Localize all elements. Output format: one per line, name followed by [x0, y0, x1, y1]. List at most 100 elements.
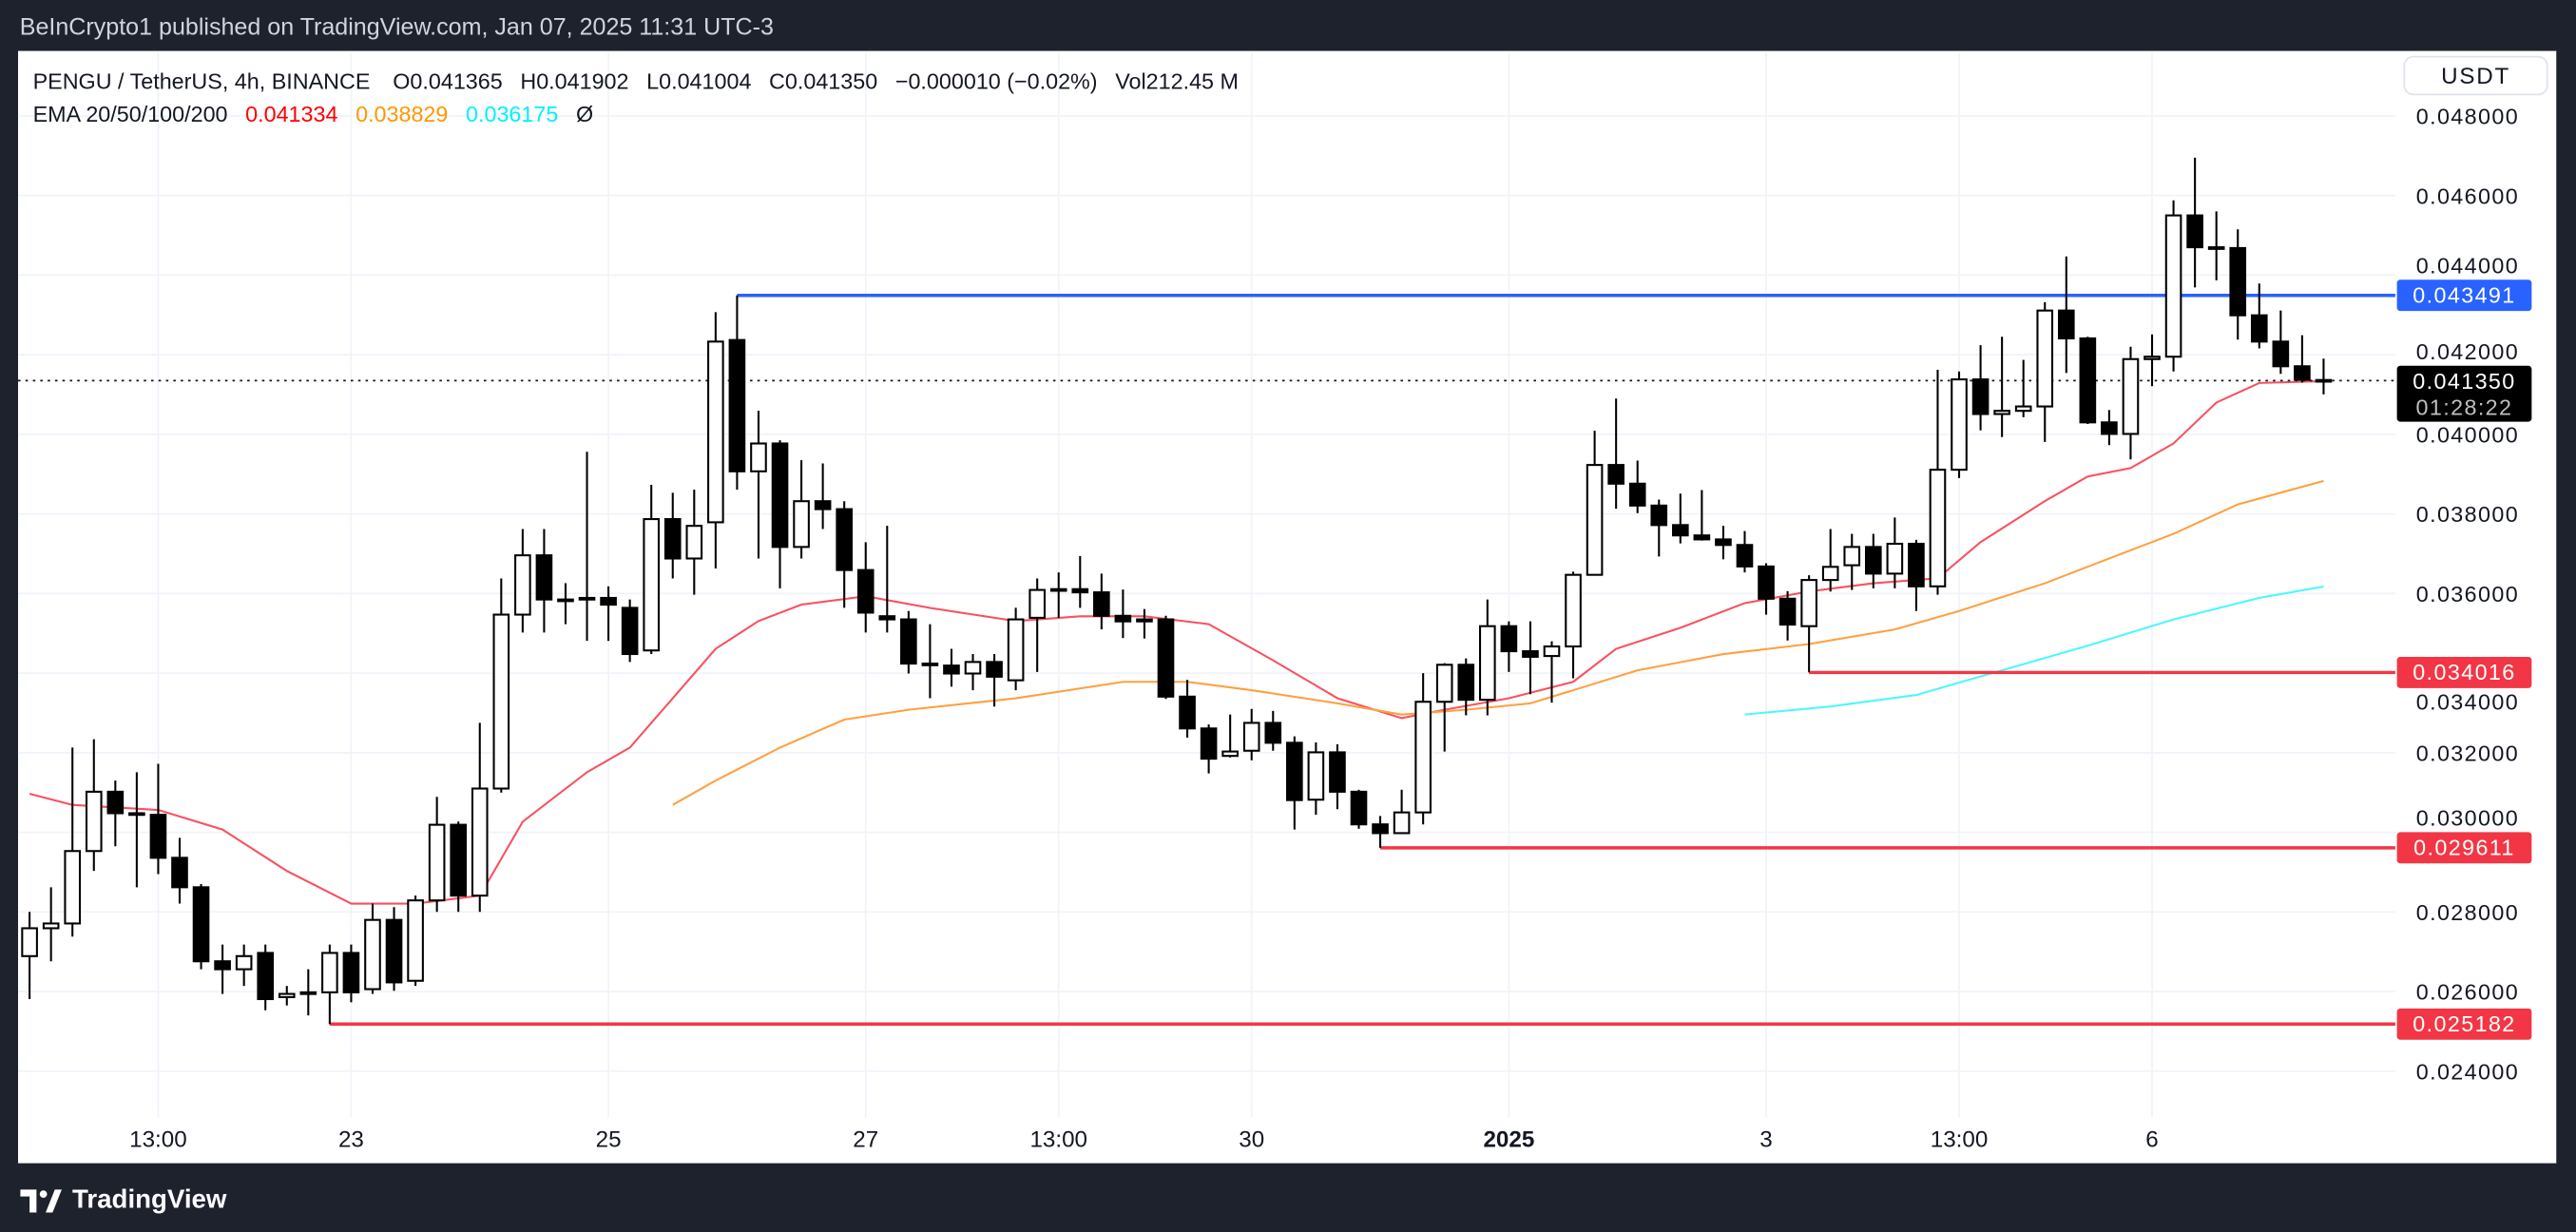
candle-bear: [921, 663, 939, 666]
candle-bull: [514, 554, 531, 616]
candle-bear: [578, 596, 596, 601]
candle-bull: [1886, 542, 1904, 575]
price-axis-label: 0.030000: [2416, 806, 2519, 831]
candle-bear: [2315, 378, 2333, 383]
candle-bear: [1114, 614, 1132, 623]
time-axis-label: 13:00: [1931, 1126, 1989, 1152]
chart-legend: PENGU / TetherUS, 4h, BINANCE O0.041365 …: [33, 66, 1250, 131]
time-axis-label: 3: [1759, 1126, 1772, 1152]
candle-bear: [1607, 464, 1624, 485]
time-axis-label: 23: [338, 1126, 364, 1152]
time-axis-label: 27: [853, 1126, 878, 1152]
candle-bull: [2143, 356, 2161, 360]
time-axis-label: 2025: [1483, 1126, 1534, 1152]
candle-bear: [986, 661, 1003, 678]
ema20-value: 0.041334: [245, 102, 338, 127]
open-value: 0.041365: [410, 68, 503, 94]
candle-bull: [707, 340, 724, 524]
candle-bull: [364, 918, 381, 991]
candle-bull: [1843, 546, 1861, 567]
candle-bear: [342, 952, 360, 993]
candle-bear: [1971, 378, 1990, 415]
price-axis-label: 0.036000: [2416, 582, 2519, 606]
candle-bull: [64, 850, 82, 925]
candle-bear: [1350, 790, 1368, 826]
price-axis-label: 0.034000: [2416, 689, 2519, 714]
candle-bear: [2272, 340, 2290, 368]
candle-bull: [1929, 469, 1947, 587]
candle-bear: [1157, 618, 1175, 698]
price-axis-label: 0.048000: [2416, 105, 2519, 129]
published-caption: BeInCrypto1 published on TradingView.com…: [19, 14, 774, 42]
candle-bear: [1864, 546, 1882, 575]
close-label: C: [769, 68, 785, 94]
price-level-badge: 0.043491: [2413, 282, 2515, 307]
candle-bull: [235, 954, 253, 971]
ema-indicator-title[interactable]: EMA 20/50/100/200: [32, 102, 228, 127]
candle-bear: [1650, 504, 1668, 527]
time-axis-label: 30: [1239, 1126, 1264, 1152]
candle-bull: [1435, 664, 1453, 703]
candle-bear: [1908, 542, 1925, 587]
candle-bull: [1136, 618, 1153, 623]
candle-bull: [85, 790, 103, 853]
candle-bear: [878, 615, 896, 621]
candle-bull: [2014, 405, 2032, 413]
volume-value: 212.45 M: [1145, 68, 1239, 94]
candle-bear: [106, 790, 125, 815]
candle-bull: [471, 787, 489, 897]
time-axis-label: 13:00: [129, 1126, 187, 1152]
candle-bear: [621, 606, 639, 656]
price-axis-label: 0.046000: [2416, 183, 2519, 208]
candle-bear: [663, 518, 682, 560]
candle-bear: [2250, 314, 2268, 343]
ema-line-ema100: [1744, 585, 2324, 716]
open-label: O: [393, 68, 411, 94]
ema200-na-icon: Ø: [575, 102, 594, 127]
candle-bear: [1758, 565, 1775, 600]
candle-bear: [1522, 650, 1539, 658]
candle-bull: [492, 613, 510, 790]
currency-button[interactable]: USDT: [2403, 55, 2548, 96]
price-level-badge: 0.029611: [2413, 836, 2515, 860]
candle-bear: [1329, 751, 1346, 793]
candle-bear: [1671, 524, 1689, 537]
candle-bull: [1800, 579, 1817, 627]
candle-bull: [1028, 588, 1046, 619]
candle-bear: [1200, 727, 1218, 760]
candle-bear: [771, 442, 789, 549]
candle-bear: [1736, 544, 1754, 568]
change-value: −0.000010 (−0.02%): [894, 68, 1098, 94]
candle-bull: [2122, 357, 2140, 435]
candle-bear: [1693, 534, 1711, 541]
high-value: 0.041902: [536, 68, 629, 94]
candle-bull: [21, 927, 38, 957]
candle-bear: [943, 664, 960, 675]
price-axis-label: 0.032000: [2416, 741, 2519, 765]
candle-bear: [214, 960, 231, 971]
candlestick-chart[interactable]: 0.048000 0.046000 0.044000 0.042000 0.040000…: [0, 0, 2576, 1166]
candle-bull: [1479, 625, 1496, 702]
symbol-title[interactable]: PENGU / TetherUS, 4h, BINANCE: [32, 68, 371, 94]
ema100-value: 0.036175: [466, 102, 559, 127]
candle-bear: [1500, 625, 1518, 653]
ema-legend-row: EMA 20/50/100/200 0.041334 0.038829 0.03…: [33, 99, 1250, 132]
time-axis-label: 6: [2145, 1126, 2158, 1152]
candle-bull: [278, 992, 296, 998]
candle-bull: [42, 922, 60, 930]
high-label: H: [520, 68, 537, 94]
candle-bear: [2207, 246, 2225, 250]
candle-bull: [407, 899, 424, 982]
candle-bear: [856, 568, 875, 614]
chart-panel: [18, 50, 2557, 1164]
low-label: L: [646, 68, 660, 94]
candle-bull: [964, 661, 982, 675]
candle-bear: [2294, 365, 2311, 381]
candle-bear: [814, 500, 832, 510]
brand-name: TradingView: [72, 1185, 227, 1215]
candle-bear: [1179, 695, 1196, 730]
candle-bear: [1372, 823, 1389, 835]
candle-bull: [1049, 587, 1067, 592]
price-axis-label: 0.038000: [2416, 502, 2519, 527]
